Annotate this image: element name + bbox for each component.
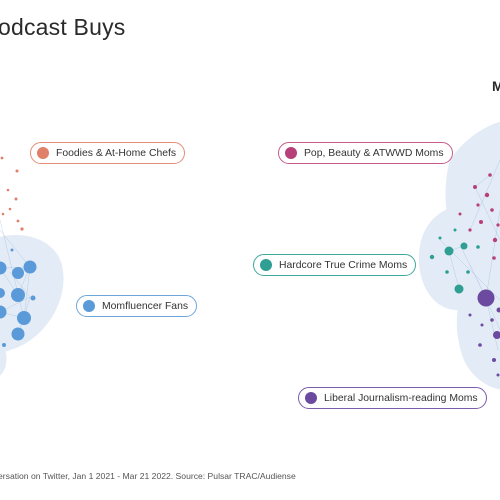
node [466, 270, 470, 274]
momfluencer-nodes [0, 248, 37, 347]
node [11, 288, 25, 302]
node [10, 248, 14, 252]
edge [23, 266, 31, 319]
cluster-backgrounds [0, 121, 500, 390]
liberal-journalism-color-dot [305, 392, 317, 404]
edge [474, 174, 491, 188]
node [445, 270, 449, 274]
node [458, 212, 462, 216]
node [496, 223, 500, 227]
node [476, 245, 480, 249]
foodies-label: Foodies & At-Home Chefs [56, 147, 177, 159]
node [488, 173, 492, 177]
edge [448, 250, 460, 290]
node [1, 212, 5, 216]
node [0, 305, 7, 319]
node [476, 203, 480, 207]
node [490, 208, 494, 212]
source-footnote: ersation on Twitter, Jan 1 2021 - Mar 21… [0, 471, 296, 481]
node [479, 220, 483, 224]
foodies-label-pill: Foodies & At-Home Chefs [30, 142, 186, 164]
cropped-heading-letter: M [492, 78, 500, 94]
node [429, 254, 435, 260]
left-lower-blob [0, 342, 7, 376]
node [12, 267, 24, 279]
node [14, 197, 18, 201]
node [16, 219, 20, 223]
liberal-journalism-nodes [468, 289, 500, 377]
node [496, 373, 500, 377]
pop-beauty-label-pill: Pop, Beauty & ATWWD Moms [278, 142, 453, 164]
liberal-journalism-label-pill: Liberal Journalism-reading Moms [298, 387, 487, 409]
edge [485, 297, 499, 351]
true-crime-nodes [429, 228, 480, 294]
node [490, 318, 494, 322]
node [468, 228, 472, 232]
node [17, 311, 31, 325]
node [23, 260, 37, 274]
node [484, 192, 490, 198]
true-crime-label: Hardcore True Crime Moms [279, 259, 408, 271]
true-crime-color-dot [260, 259, 272, 271]
node [20, 227, 24, 231]
edge [0, 229, 31, 268]
true-crime-label-pill: Hardcore True Crime Moms [253, 254, 417, 276]
node [0, 288, 5, 298]
foodies-color-dot [37, 147, 49, 159]
node [30, 295, 36, 301]
edge [459, 244, 487, 299]
node [478, 343, 482, 347]
pop-beauty-nodes [458, 173, 500, 260]
node [477, 289, 495, 307]
node [454, 284, 464, 294]
node [6, 188, 10, 192]
node [11, 327, 25, 341]
node [492, 256, 496, 260]
liberal-journalism-label: Liberal Journalism-reading Moms [324, 392, 478, 404]
node [453, 228, 457, 232]
node [460, 242, 468, 250]
momfluencer-color-dot [83, 300, 95, 312]
node [493, 331, 500, 339]
edge [474, 186, 500, 241]
node [0, 261, 7, 275]
left-cluster-blob [0, 235, 64, 354]
node [473, 185, 477, 189]
momfluencer-label-pill: Momfluencer Fans [76, 295, 198, 317]
node [480, 323, 484, 327]
node [496, 307, 500, 313]
node [468, 313, 472, 317]
node [2, 343, 6, 347]
node [8, 207, 12, 211]
momfluencer-label: Momfluencer Fans [102, 300, 189, 312]
node [492, 358, 496, 362]
node [0, 156, 4, 160]
node [438, 236, 442, 240]
node [444, 246, 454, 256]
pop-beauty-label: Pop, Beauty & ATWWD Moms [304, 147, 444, 159]
pop-beauty-color-dot [285, 147, 297, 159]
page-title: odcast Buys [0, 14, 126, 40]
node [492, 237, 498, 243]
foodies-nodes [0, 156, 24, 231]
node [15, 169, 19, 173]
